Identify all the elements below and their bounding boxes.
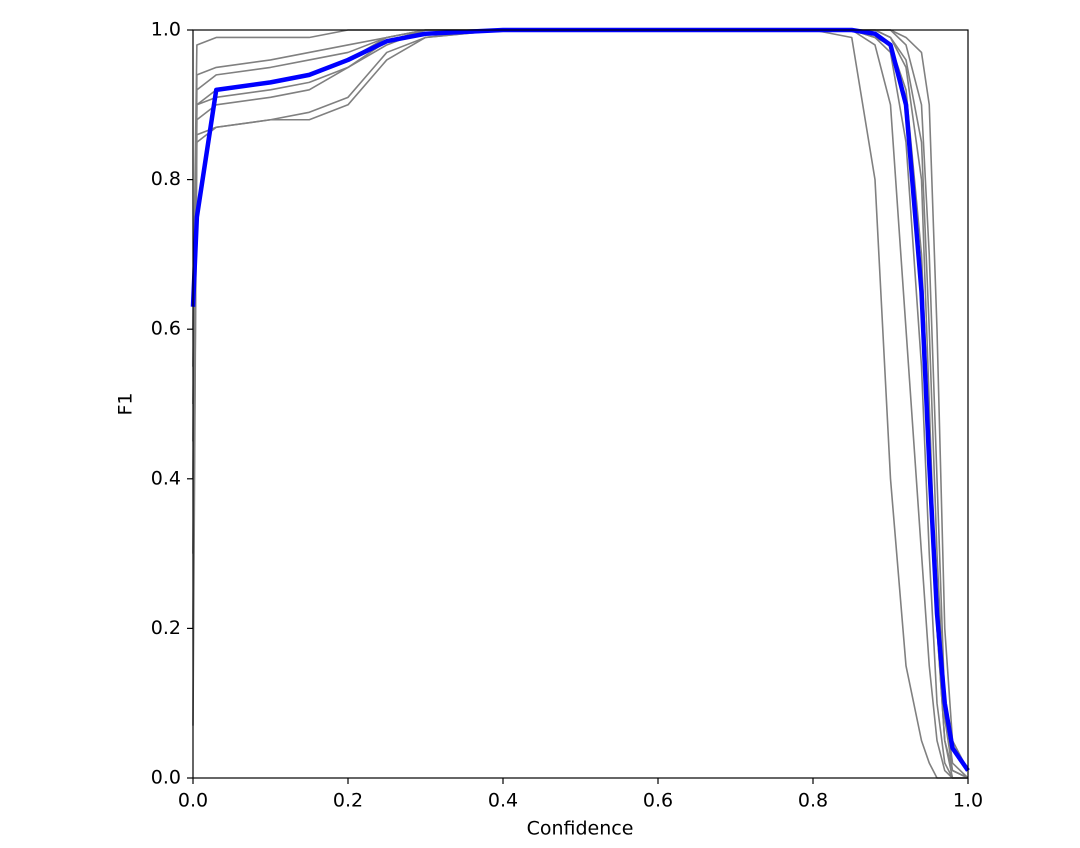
y-tick-label: 0.8 xyxy=(151,168,181,190)
y-tick-label: 0.0 xyxy=(151,767,181,789)
y-tick-label: 0.6 xyxy=(151,318,181,340)
x-axis-label: Confidence xyxy=(527,818,634,840)
series-line xyxy=(192,29,969,779)
series-line xyxy=(192,29,968,779)
plot-frame xyxy=(192,29,969,779)
x-tick-label: 0.8 xyxy=(798,790,828,812)
x-tick-label: 0.6 xyxy=(643,790,673,812)
x-tick-label: 0.4 xyxy=(488,790,518,812)
series-line xyxy=(192,29,969,779)
series-line xyxy=(192,29,969,771)
series-line xyxy=(192,29,968,779)
x-tick-label: 1.0 xyxy=(953,790,983,812)
series-line xyxy=(192,29,968,779)
y-tick-label: 0.4 xyxy=(151,467,181,489)
y-axis-label: F1 xyxy=(115,392,137,415)
y-tick-label: 1.0 xyxy=(151,19,181,41)
series-line xyxy=(192,29,969,779)
series-line xyxy=(190,27,970,772)
y-tick-label: 0.2 xyxy=(151,617,181,639)
x-tick-label: 0.2 xyxy=(333,790,363,812)
x-tick-label: 0.0 xyxy=(178,790,208,812)
series-line xyxy=(192,29,968,779)
